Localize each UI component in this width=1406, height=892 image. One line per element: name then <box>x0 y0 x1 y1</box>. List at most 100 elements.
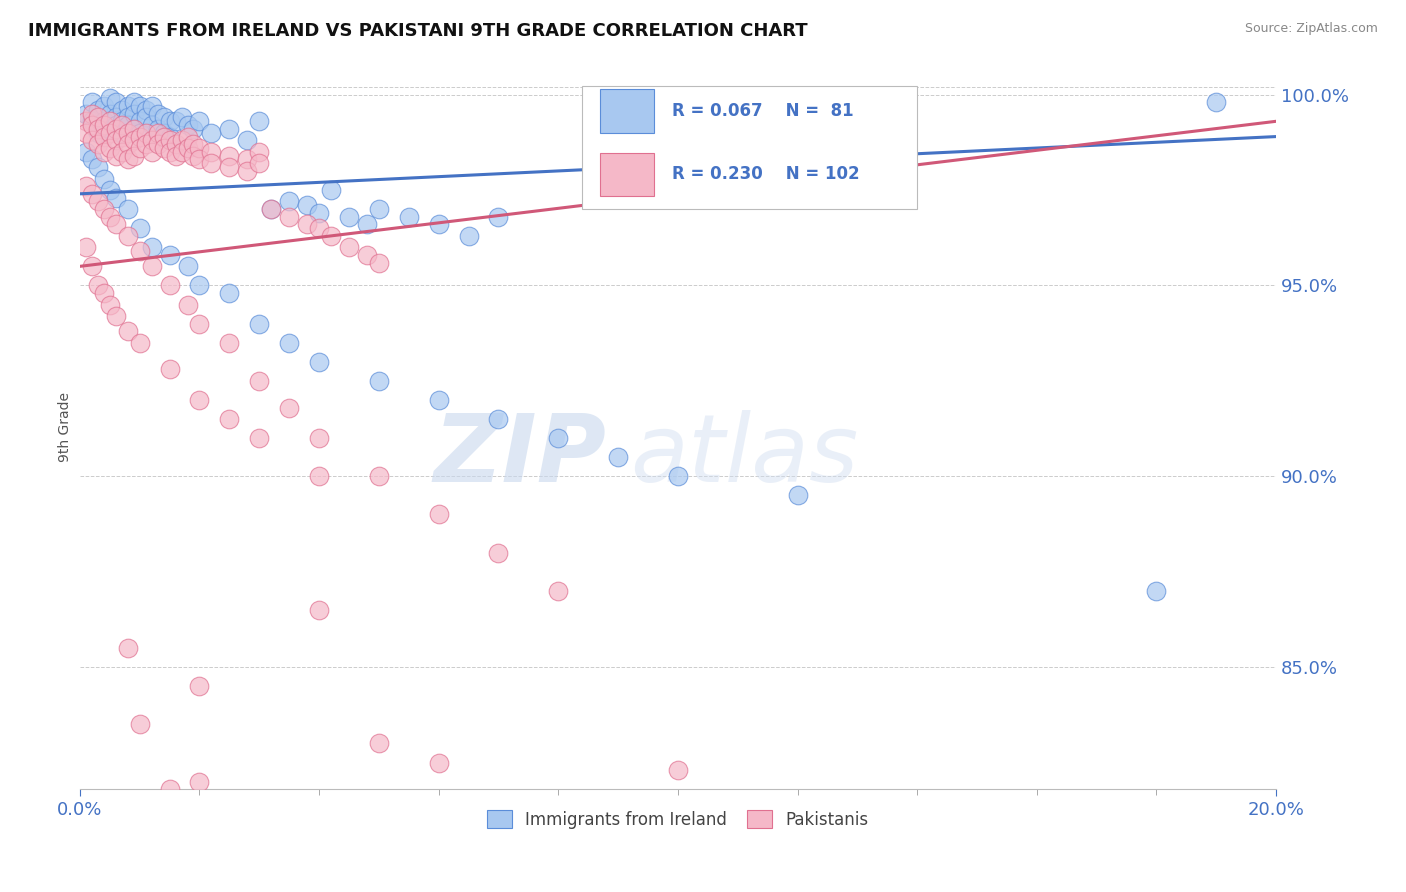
Point <box>183 137 205 152</box>
Point <box>260 202 283 216</box>
Point <box>1205 95 1227 110</box>
Point <box>87 103 110 117</box>
Point <box>122 122 145 136</box>
Point <box>786 488 808 502</box>
Point <box>104 218 127 232</box>
Point <box>104 133 127 147</box>
Point <box>247 156 270 170</box>
Text: R = 0.067    N =  81: R = 0.067 N = 81 <box>672 103 853 120</box>
Point <box>159 782 181 797</box>
Point <box>117 111 139 125</box>
Point <box>80 118 103 132</box>
Point <box>141 145 163 159</box>
Point <box>80 260 103 274</box>
Point <box>308 431 330 445</box>
Point <box>93 171 115 186</box>
Point <box>170 111 193 125</box>
Point <box>75 106 97 120</box>
Point <box>122 133 145 147</box>
Point <box>260 202 283 216</box>
Point <box>547 431 569 445</box>
Point <box>93 118 115 132</box>
Point <box>111 118 134 132</box>
Point <box>278 194 301 209</box>
Point <box>104 111 127 125</box>
Point <box>146 137 169 152</box>
Point <box>128 129 150 144</box>
Point <box>165 137 187 152</box>
Point <box>427 392 450 407</box>
Point <box>218 149 240 163</box>
Point <box>98 122 121 136</box>
Point <box>87 194 110 209</box>
Point <box>80 114 103 128</box>
Point <box>319 183 342 197</box>
Point <box>117 99 139 113</box>
Point <box>80 133 103 147</box>
Point <box>98 106 121 120</box>
Point <box>218 122 240 136</box>
Point <box>159 133 181 147</box>
Point <box>236 164 259 178</box>
Point <box>152 111 174 125</box>
Point <box>183 149 205 163</box>
Point <box>117 228 139 243</box>
Text: R = 0.230    N = 102: R = 0.230 N = 102 <box>672 165 859 183</box>
Point <box>104 118 127 132</box>
Point <box>93 202 115 216</box>
Point <box>247 374 270 388</box>
Point <box>122 122 145 136</box>
Point <box>128 244 150 258</box>
Point <box>666 469 689 483</box>
Point <box>247 114 270 128</box>
Point <box>247 431 270 445</box>
Point <box>135 111 157 125</box>
Point <box>75 240 97 254</box>
Point <box>159 114 181 128</box>
Point <box>104 122 127 136</box>
Point <box>278 335 301 350</box>
Point <box>188 392 211 407</box>
Point <box>427 218 450 232</box>
Point <box>135 103 157 117</box>
Point <box>295 198 318 212</box>
Point <box>98 126 121 140</box>
Point <box>547 583 569 598</box>
Point <box>247 317 270 331</box>
Point <box>176 129 198 144</box>
Text: IMMIGRANTS FROM IRELAND VS PAKISTANI 9TH GRADE CORRELATION CHART: IMMIGRANTS FROM IRELAND VS PAKISTANI 9TH… <box>28 22 807 40</box>
Point <box>122 149 145 163</box>
Point <box>398 210 420 224</box>
Point <box>183 122 205 136</box>
Point <box>488 545 510 559</box>
Point <box>176 297 198 311</box>
Point <box>165 114 187 128</box>
Point <box>488 210 510 224</box>
Point <box>188 774 211 789</box>
Point <box>117 324 139 338</box>
Point <box>367 374 389 388</box>
Point <box>80 106 103 120</box>
Point <box>278 210 301 224</box>
Point <box>93 114 115 128</box>
Text: Source: ZipAtlas.com: Source: ZipAtlas.com <box>1244 22 1378 36</box>
FancyBboxPatch shape <box>600 89 654 133</box>
Point <box>98 114 121 128</box>
Point <box>308 221 330 235</box>
Point <box>176 260 198 274</box>
Point <box>236 133 259 147</box>
Point <box>218 335 240 350</box>
Point <box>146 122 169 136</box>
Point <box>128 126 150 140</box>
Point <box>111 145 134 159</box>
Point <box>457 228 479 243</box>
Point <box>188 141 211 155</box>
Point <box>295 218 318 232</box>
Point <box>104 191 127 205</box>
Point <box>356 248 378 262</box>
Point <box>159 129 181 144</box>
Point <box>247 145 270 159</box>
Point <box>80 153 103 167</box>
Point <box>146 106 169 120</box>
Point <box>159 278 181 293</box>
